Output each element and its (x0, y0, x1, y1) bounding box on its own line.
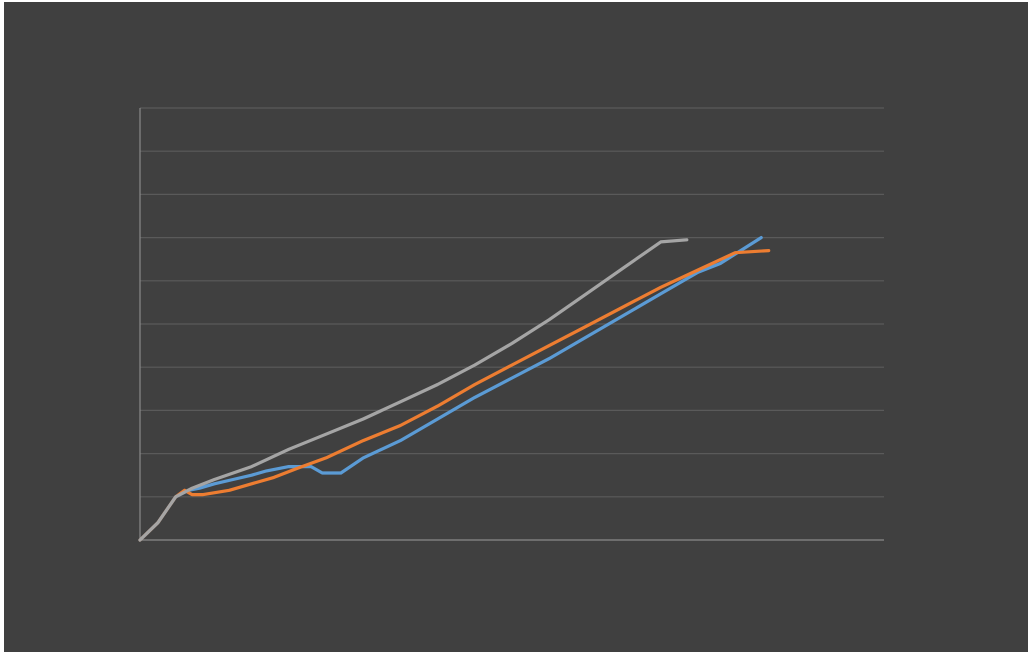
line-chart (138, 107, 884, 542)
series-line-1 (138, 236, 763, 542)
axes (139, 108, 884, 541)
series-lines (138, 236, 771, 542)
series-line-3 (138, 238, 689, 542)
gridlines (140, 107, 884, 498)
series-line-2 (138, 249, 771, 542)
chart-area (4, 2, 1028, 652)
